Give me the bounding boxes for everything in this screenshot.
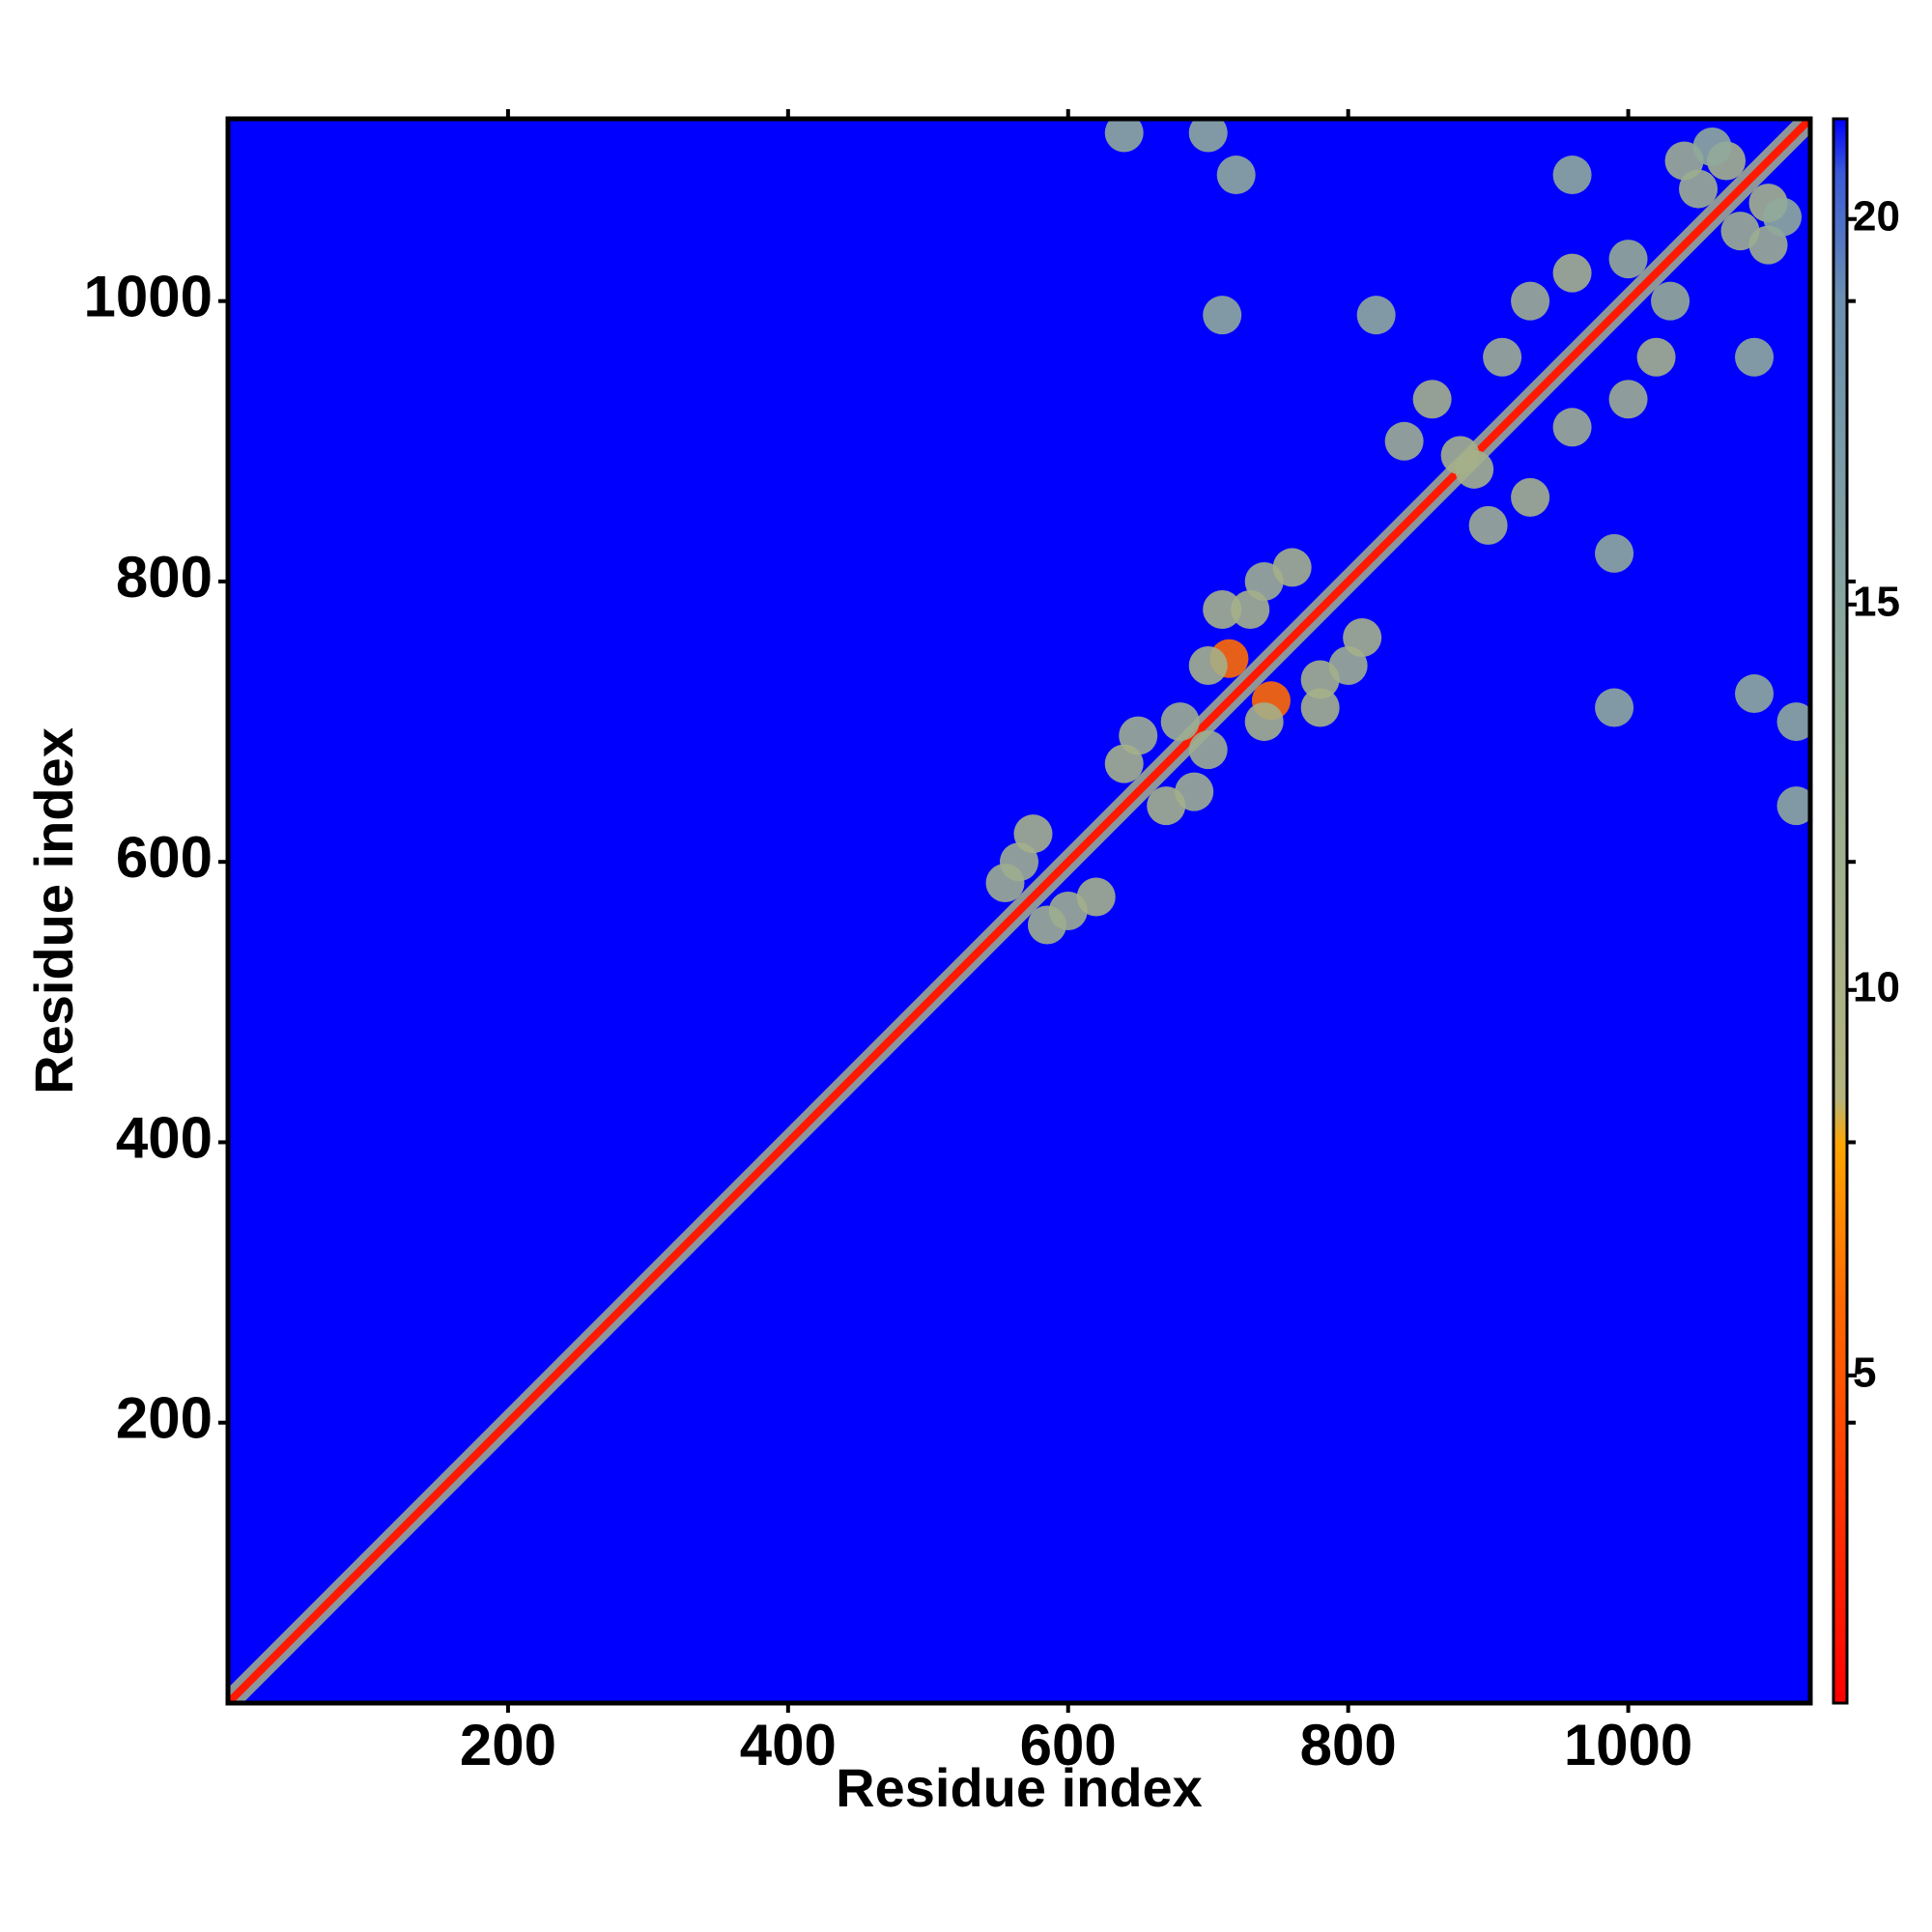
contact [1511,281,1550,321]
contact [1188,119,1228,153]
contact [1735,337,1775,377]
cbar-tick-label: 20 [1853,192,1900,240]
contact [1216,156,1256,195]
contact [1076,877,1116,917]
contact [1595,688,1634,727]
contact [1147,786,1186,826]
contact [1455,449,1494,489]
x-tick-label: 600 [1020,1713,1117,1777]
contact [1636,337,1676,377]
contact [1300,688,1340,727]
contact [1552,253,1592,293]
contact [1013,814,1053,854]
contact [1483,337,1522,377]
plot [228,119,1810,1703]
contact [1027,905,1066,945]
cbar-tick-label: 15 [1853,578,1900,625]
y-tick-label: 800 [116,545,213,610]
contact [1511,477,1550,517]
contact [1595,533,1634,573]
contact [1203,589,1242,629]
contact [1776,702,1810,742]
contact [1468,505,1508,545]
contact [1244,702,1284,742]
contact [1300,660,1340,699]
contact [1356,296,1396,335]
y-tick-label: 600 [116,825,213,890]
y-tick-label: 400 [116,1105,213,1170]
y-tick-label: 1000 [84,265,213,329]
cbar-tick-label: 10 [1853,963,1900,1010]
contact [1776,786,1810,826]
plot-frame [225,116,1813,1706]
x-tick-label: 1000 [1564,1713,1692,1777]
contact [1608,380,1648,419]
contact [1104,744,1144,783]
contact [1384,421,1424,461]
contact [1735,674,1775,714]
contact [1552,156,1592,195]
contact [1692,128,1732,167]
contact [1231,589,1270,629]
contact [1651,281,1690,321]
x-tick-label: 800 [1300,1713,1397,1777]
contact [1412,380,1452,419]
cbar-tick-label: 5 [1853,1349,1876,1396]
y-tick-label: 200 [116,1386,213,1451]
contact [1188,646,1228,686]
colorbar [1832,117,1849,1705]
diagonal [228,119,1810,1703]
contact [1343,617,1382,657]
x-tick-label: 400 [740,1713,837,1777]
contact [1160,702,1200,742]
contact [1763,197,1803,237]
y-axis-title: Residue index [23,727,84,1094]
contact [1104,119,1144,153]
contact [1272,548,1312,587]
contact [1188,730,1228,770]
contact [1608,240,1648,279]
contact [1552,408,1592,447]
contact [1203,296,1242,335]
x-axis-title: Residue index [836,1757,1203,1818]
x-tick-label: 200 [460,1713,556,1777]
contact [985,863,1025,902]
